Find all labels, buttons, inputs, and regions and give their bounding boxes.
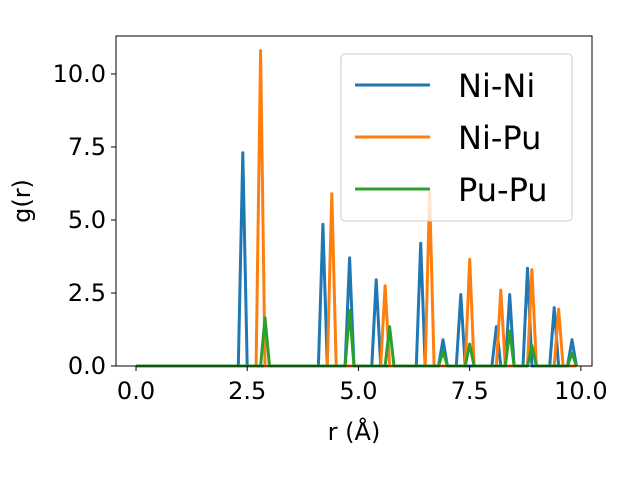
x-tick-label: 0.0 — [117, 377, 155, 405]
y-tick-label: 5.0 — [68, 206, 106, 234]
x-axis-label: r (Å) — [328, 417, 381, 446]
y-tick-label: 2.5 — [68, 279, 106, 307]
y-tick-label: 0.0 — [68, 352, 106, 380]
y-tick-label: 7.5 — [68, 133, 106, 161]
plot-frame — [115, 35, 593, 367]
legend-label-1: Ni-Pu — [458, 119, 541, 157]
y-tick-label: 10.0 — [53, 60, 106, 88]
legend-box — [340, 53, 573, 222]
y-axis-label: g(r) — [8, 179, 36, 223]
x-axis-ticks: 0.0 2.5 5.0 7.5 10.0 — [117, 366, 608, 405]
x-tick-label: 2.5 — [228, 377, 266, 405]
legend-label-2: Pu-Pu — [458, 171, 548, 209]
legend: Ni-Ni Ni-Pu Pu-Pu — [340, 53, 573, 222]
legend-label-0: Ni-Ni — [458, 67, 535, 105]
x-tick-label: 5.0 — [339, 377, 377, 405]
x-tick-label: 10.0 — [554, 377, 607, 405]
y-axis-ticks: 0.0 2.5 5.0 7.5 10.0 — [53, 60, 116, 380]
x-tick-label: 7.5 — [451, 377, 489, 405]
